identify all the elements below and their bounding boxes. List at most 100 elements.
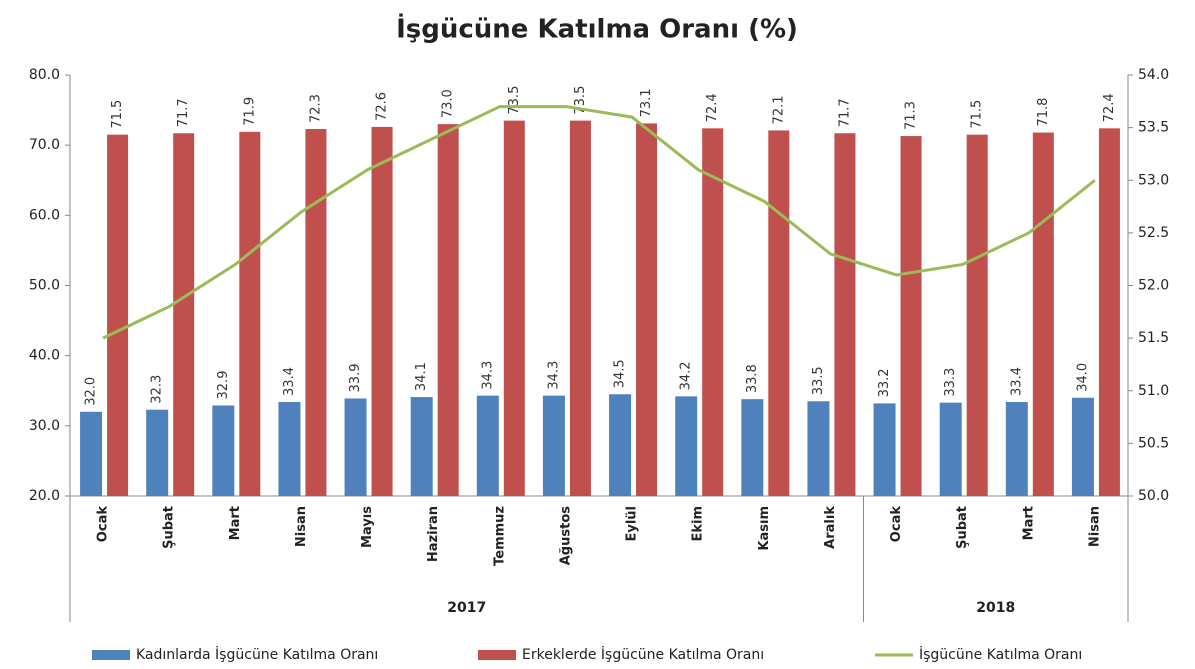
value-label: 33.5	[811, 366, 826, 395]
legend-swatch	[92, 650, 130, 660]
value-label: 73.1	[639, 88, 654, 117]
x-tick-label: Ocak	[96, 506, 111, 543]
bar	[437, 124, 459, 496]
y-tick-label: 60.0	[29, 207, 60, 223]
bar	[741, 399, 764, 496]
x-tick-label: Aralık	[823, 506, 838, 549]
x-tick-label: Ekim	[691, 506, 706, 542]
y-tick-label: 70.0	[29, 137, 60, 153]
bar	[1071, 397, 1094, 496]
y2-tick-label: 54.0	[1138, 67, 1169, 83]
value-label: 72.4	[705, 93, 720, 122]
bar	[1005, 401, 1028, 496]
x-tick-label: Haziran	[426, 506, 441, 562]
bar	[503, 120, 525, 496]
value-label: 71.8	[1036, 98, 1051, 127]
bar	[107, 134, 129, 496]
bar	[542, 395, 565, 496]
value-label: 71.5	[970, 100, 985, 129]
bar	[807, 401, 830, 496]
value-label: 72.6	[375, 92, 390, 121]
value-label: 71.7	[837, 98, 852, 127]
y-tick-label: 30.0	[29, 418, 60, 434]
chart-title: İşgücüne Katılma Oranı (%)	[396, 13, 798, 45]
value-label: 32.3	[150, 375, 165, 404]
bar	[476, 395, 499, 496]
y2-tick-label: 51.5	[1138, 330, 1169, 346]
y2-tick-label: 50.5	[1138, 435, 1169, 451]
bar	[410, 397, 433, 496]
value-label: 34.1	[414, 362, 429, 391]
y-tick-label: 50.0	[29, 278, 60, 294]
legend-label: İşgücüne Katılma Oranı	[919, 645, 1082, 663]
value-label: 32.0	[84, 377, 99, 406]
x-tick-label: Eylül	[625, 506, 640, 542]
bar	[966, 134, 988, 496]
bar	[173, 133, 195, 496]
value-label: 33.4	[282, 367, 297, 396]
bar	[80, 411, 103, 496]
bar	[939, 402, 962, 496]
y2-tick-label: 50.0	[1138, 488, 1169, 504]
legend-label: Erkeklerde İşgücüne Katılma Oranı	[522, 645, 764, 663]
x-tick-label: Temmuz	[492, 506, 507, 566]
y2-tick-label: 51.0	[1138, 383, 1169, 399]
bar	[146, 409, 169, 496]
value-label: 72.4	[1102, 93, 1117, 122]
value-label: 71.3	[904, 101, 919, 130]
group-label: 2018	[976, 600, 1015, 616]
value-label: 34.3	[480, 361, 495, 390]
x-tick-label: Şubat	[162, 506, 177, 549]
bar	[239, 131, 261, 496]
legend-label: Kadınlarda İşgücüne Katılma Oranı	[136, 645, 378, 663]
bar	[768, 130, 790, 496]
bar	[212, 405, 235, 496]
value-label: 34.0	[1075, 363, 1090, 392]
bar	[278, 401, 301, 496]
bar	[636, 123, 658, 496]
value-label: 73.5	[507, 86, 522, 115]
value-label: 72.1	[771, 95, 786, 124]
bar	[305, 129, 327, 497]
value-label: 71.9	[242, 97, 257, 126]
bar	[344, 398, 367, 496]
y2-tick-label: 53.0	[1138, 172, 1169, 188]
x-tick-label: Ağustos	[558, 506, 573, 566]
x-tick-label: Nisan	[1087, 506, 1102, 547]
bar	[609, 394, 632, 496]
value-label: 32.9	[216, 371, 231, 400]
x-tick-label: Mart	[1021, 506, 1036, 540]
x-tick-label: Mayıs	[360, 506, 375, 548]
bar	[1098, 128, 1120, 496]
value-label: 34.2	[679, 361, 694, 390]
y2-tick-label: 53.5	[1138, 120, 1169, 136]
line	[102, 105, 1096, 340]
value-label: 72.3	[308, 94, 323, 123]
bar	[873, 403, 896, 496]
bar	[834, 133, 856, 496]
value-label: 34.3	[546, 361, 561, 390]
legend-swatch	[478, 650, 516, 660]
x-tick-label: Ocak	[889, 506, 904, 543]
bar	[569, 120, 591, 496]
value-label: 33.4	[1009, 367, 1024, 396]
value-label: 34.5	[613, 359, 628, 388]
bar	[1032, 132, 1054, 496]
value-label: 33.9	[348, 364, 363, 393]
value-label: 33.3	[943, 368, 958, 397]
bar	[702, 128, 724, 496]
bar	[900, 136, 922, 497]
x-tick-label: Nisan	[294, 506, 309, 547]
y-tick-label: 20.0	[29, 488, 60, 504]
bar	[371, 126, 393, 496]
group-label: 2017	[447, 600, 486, 616]
x-tick-label: Mart	[228, 506, 243, 540]
x-tick-label: Şubat	[955, 506, 970, 549]
bar	[675, 396, 698, 496]
value-label: 71.7	[176, 98, 191, 127]
x-tick-label: Kasım	[757, 506, 772, 551]
value-label: 71.5	[110, 100, 125, 129]
y-tick-label: 80.0	[29, 67, 60, 83]
value-label: 33.8	[745, 364, 760, 393]
